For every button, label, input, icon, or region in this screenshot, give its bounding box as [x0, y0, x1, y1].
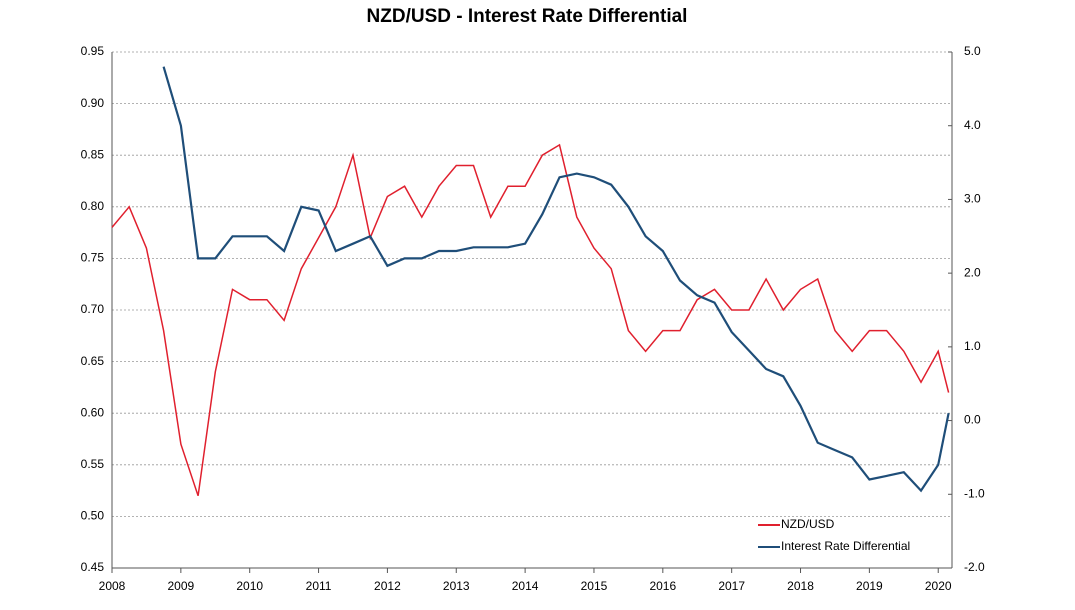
y2-tick-label: 2.0 — [964, 265, 981, 279]
y2-tick-label: -2.0 — [964, 560, 985, 574]
y2-tick-label: 4.0 — [964, 118, 981, 132]
y-tick-label: 0.60 — [81, 405, 105, 419]
y-tick-label: 0.95 — [81, 44, 105, 58]
y2-tick-label: 3.0 — [964, 192, 981, 206]
legend-label: Interest Rate Differential — [781, 539, 910, 553]
y-tick-label: 0.65 — [81, 354, 105, 368]
x-tick-label: 2015 — [581, 579, 608, 593]
x-tick-label: 2009 — [168, 579, 195, 593]
y2-tick-label: -1.0 — [964, 486, 985, 500]
y2-tick-label: 5.0 — [964, 44, 981, 58]
x-tick-label: 2017 — [718, 579, 745, 593]
x-tick-label: 2008 — [99, 579, 126, 593]
x-tick-label: 2016 — [649, 579, 676, 593]
legend-label: NZD/USD — [781, 517, 835, 531]
y-tick-label: 0.90 — [81, 96, 105, 110]
y-tick-label: 0.85 — [81, 147, 105, 161]
x-tick-label: 2012 — [374, 579, 401, 593]
y2-tick-label: 0.0 — [964, 413, 981, 427]
x-tick-label: 2013 — [443, 579, 470, 593]
x-tick-label: 2019 — [856, 579, 883, 593]
y2-tick-label: 1.0 — [964, 339, 981, 353]
series-line — [162, 66, 950, 493]
y-tick-label: 0.55 — [81, 457, 105, 471]
x-tick-label: 2018 — [787, 579, 814, 593]
chart-title: NZD/USD - Interest Rate Differential — [367, 6, 688, 27]
y-tick-label: 0.70 — [81, 302, 105, 316]
series-line — [111, 143, 950, 497]
x-tick-label: 2014 — [512, 579, 539, 593]
y-tick-label: 0.45 — [81, 560, 105, 574]
x-tick-label: 2010 — [236, 579, 263, 593]
y-tick-label: 0.50 — [81, 509, 105, 523]
y-tick-label: 0.80 — [81, 199, 105, 213]
x-tick-label: 2011 — [306, 579, 332, 593]
x-tick-label: 2020 — [925, 579, 952, 593]
y-tick-label: 0.75 — [81, 251, 105, 265]
